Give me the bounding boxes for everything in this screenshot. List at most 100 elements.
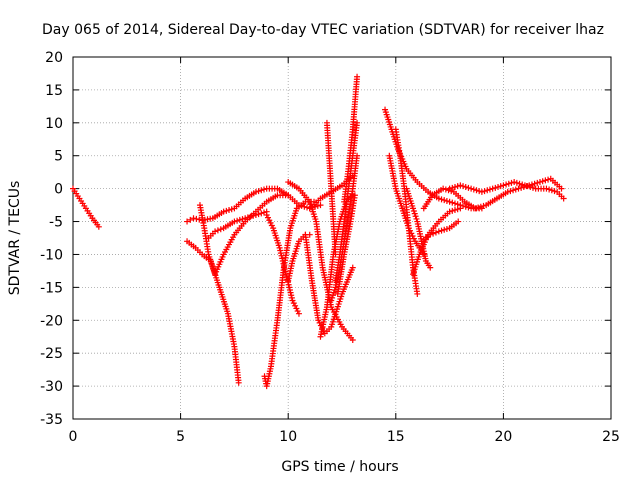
data-point: [503, 181, 510, 188]
data-point: [220, 208, 227, 215]
x-axis-label: GPS time / hours: [281, 459, 398, 475]
data-point: [190, 215, 197, 222]
data-point: [476, 188, 483, 195]
data-point: [443, 225, 450, 232]
data-point: [410, 205, 417, 212]
data-point: [283, 271, 290, 278]
data-point: [473, 187, 480, 194]
data-point: [187, 216, 194, 223]
y-tick-label: -10: [40, 247, 63, 263]
data-point: [546, 186, 553, 193]
data-point: [255, 211, 262, 218]
data-point: [435, 195, 442, 202]
data-point: [95, 223, 102, 230]
data-point: [460, 183, 467, 190]
data-point: [446, 198, 453, 205]
data-point: [351, 192, 358, 199]
data-point: [212, 228, 219, 235]
data-point: [330, 289, 337, 296]
data-point: [244, 214, 251, 221]
data-point: [196, 216, 203, 223]
y-tick-label: 15: [45, 83, 63, 99]
series-arc-17: [334, 192, 358, 297]
series-arc-01: [70, 185, 102, 230]
data-point: [446, 185, 453, 192]
data-point: [255, 188, 262, 195]
data-point: [354, 73, 361, 80]
data-point: [252, 188, 259, 195]
data-point: [484, 187, 491, 194]
data-point: [427, 231, 434, 238]
data-point: [410, 208, 417, 215]
data-point: [443, 197, 450, 204]
data-point: [349, 264, 356, 271]
data-point: [286, 286, 293, 293]
data-point: [545, 176, 552, 183]
data-point: [446, 208, 453, 215]
data-point: [414, 290, 421, 297]
data-point: [276, 244, 283, 251]
data-point: [193, 215, 200, 222]
data-point: [282, 268, 289, 275]
data-point: [413, 215, 420, 222]
data-point: [529, 184, 536, 191]
data-point: [280, 260, 287, 267]
series-arc-07: [263, 211, 302, 317]
data-point: [451, 207, 458, 214]
y-axis-label: SDTVAR / TECUs: [7, 181, 23, 296]
data-point: [258, 187, 265, 194]
data-point: [518, 184, 525, 191]
data-point: [316, 319, 323, 326]
data-point: [478, 188, 485, 195]
data-point: [495, 183, 502, 190]
data-point: [462, 203, 469, 210]
data-point: [435, 228, 442, 235]
series-arc-25: [446, 179, 567, 202]
data-point: [497, 183, 504, 190]
data-point: [531, 180, 538, 187]
y-tick-label: -5: [49, 215, 63, 231]
series-arc-23: [420, 175, 565, 212]
data-point: [438, 227, 445, 234]
series-arc-05: [205, 208, 270, 241]
data-point: [536, 179, 543, 186]
data-point: [432, 229, 439, 236]
data-point: [288, 292, 295, 299]
data-point: [534, 179, 541, 186]
data-point: [292, 302, 299, 309]
data-point: [527, 183, 534, 190]
data-point: [440, 185, 447, 192]
y-tick-label: 10: [45, 116, 63, 132]
data-point: [328, 297, 335, 304]
data-point: [449, 199, 456, 206]
data-point: [430, 230, 437, 237]
data-point: [314, 202, 321, 209]
y-tick-label: -30: [40, 379, 63, 395]
x-tick-label: 20: [494, 429, 512, 445]
x-tick-label: 25: [602, 429, 620, 445]
data-point: [264, 214, 271, 221]
data-point: [329, 294, 336, 301]
x-tick-label: 5: [176, 429, 185, 445]
x-tick-label: 15: [387, 429, 405, 445]
data-point: [475, 204, 482, 211]
data-point: [477, 203, 484, 210]
y-tick-label: 5: [54, 149, 63, 165]
data-point: [290, 300, 297, 307]
data-point: [465, 184, 472, 191]
data-point: [247, 213, 254, 220]
data-point: [521, 182, 528, 189]
data-point: [441, 197, 448, 204]
series-arc-24: [418, 218, 462, 245]
data-point: [231, 218, 238, 225]
data-point: [449, 207, 456, 214]
data-point: [258, 210, 265, 217]
y-tick-label: -15: [40, 280, 63, 296]
data-point: [462, 183, 469, 190]
data-point: [226, 207, 233, 214]
data-point: [287, 289, 294, 296]
data-point: [558, 185, 565, 192]
data-point: [236, 216, 243, 223]
plot-frame: [72, 56, 612, 420]
